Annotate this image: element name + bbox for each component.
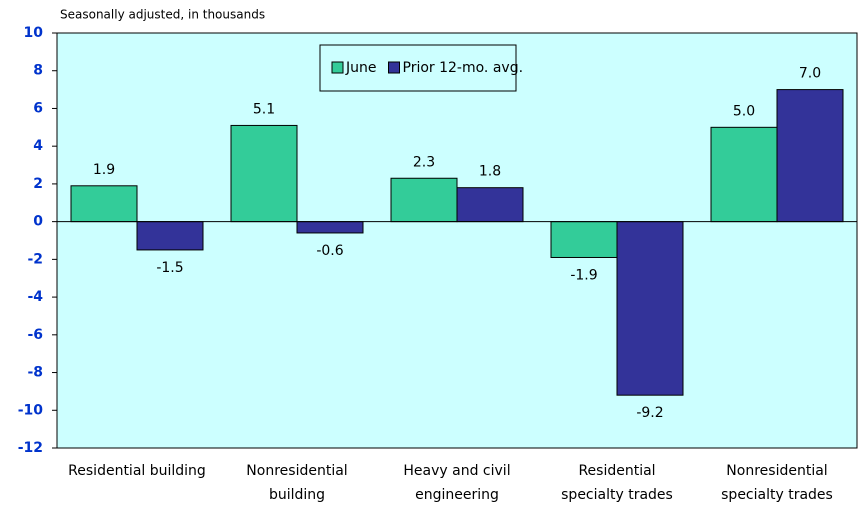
- value-label: 7.0: [799, 66, 821, 82]
- chart-subtitle: Seasonally adjusted, in thousands: [60, 8, 265, 22]
- x-tick-label: Residential building: [68, 463, 206, 479]
- bar: [456, 187, 524, 223]
- value-label: -0.6: [316, 243, 343, 259]
- y-tick-label: -8: [27, 365, 43, 381]
- value-label: -9.2: [636, 405, 663, 421]
- value-label: 1.9: [93, 162, 115, 178]
- bar: [710, 126, 778, 223]
- y-tick-label: -12: [18, 440, 43, 456]
- bar: [230, 124, 298, 223]
- y-tick-label: -6: [27, 327, 43, 343]
- y-tick-label: -10: [18, 402, 44, 418]
- y-tick-label: -2: [27, 251, 43, 267]
- bar: [776, 89, 844, 223]
- bar: [390, 177, 458, 223]
- y-tick-label: 0: [33, 214, 43, 230]
- value-label: -1.9: [570, 267, 597, 283]
- y-tick-label: 8: [33, 63, 43, 79]
- legend-label: June: [345, 60, 377, 76]
- value-label: 1.8: [479, 164, 501, 180]
- value-label: 5.0: [733, 103, 755, 119]
- bar: [296, 221, 364, 234]
- legend-label: Prior 12-mo. avg.: [403, 60, 524, 76]
- x-tick-label: Heavy and civil engineering: [403, 463, 510, 503]
- bar: [70, 185, 138, 223]
- value-label: -1.5: [156, 260, 183, 276]
- y-tick-label: 10: [24, 25, 44, 41]
- y-tick-label: 6: [33, 100, 43, 116]
- legend-swatch: [331, 61, 344, 74]
- bar: [616, 221, 684, 396]
- x-tick-label: Residential specialty trades: [561, 463, 673, 503]
- value-label: 2.3: [413, 154, 435, 170]
- y-tick-label: 2: [33, 176, 43, 192]
- y-tick-label: 4: [33, 138, 43, 154]
- legend-box: [319, 44, 517, 92]
- x-tick-label: Nonresidential building: [246, 463, 347, 503]
- value-label: 5.1: [253, 101, 275, 117]
- bar: [550, 221, 618, 258]
- bar: [136, 221, 204, 251]
- x-tick-label: Nonresidential specialty trades: [721, 463, 833, 503]
- y-tick-label: -4: [27, 289, 43, 305]
- legend-swatch: [388, 61, 400, 74]
